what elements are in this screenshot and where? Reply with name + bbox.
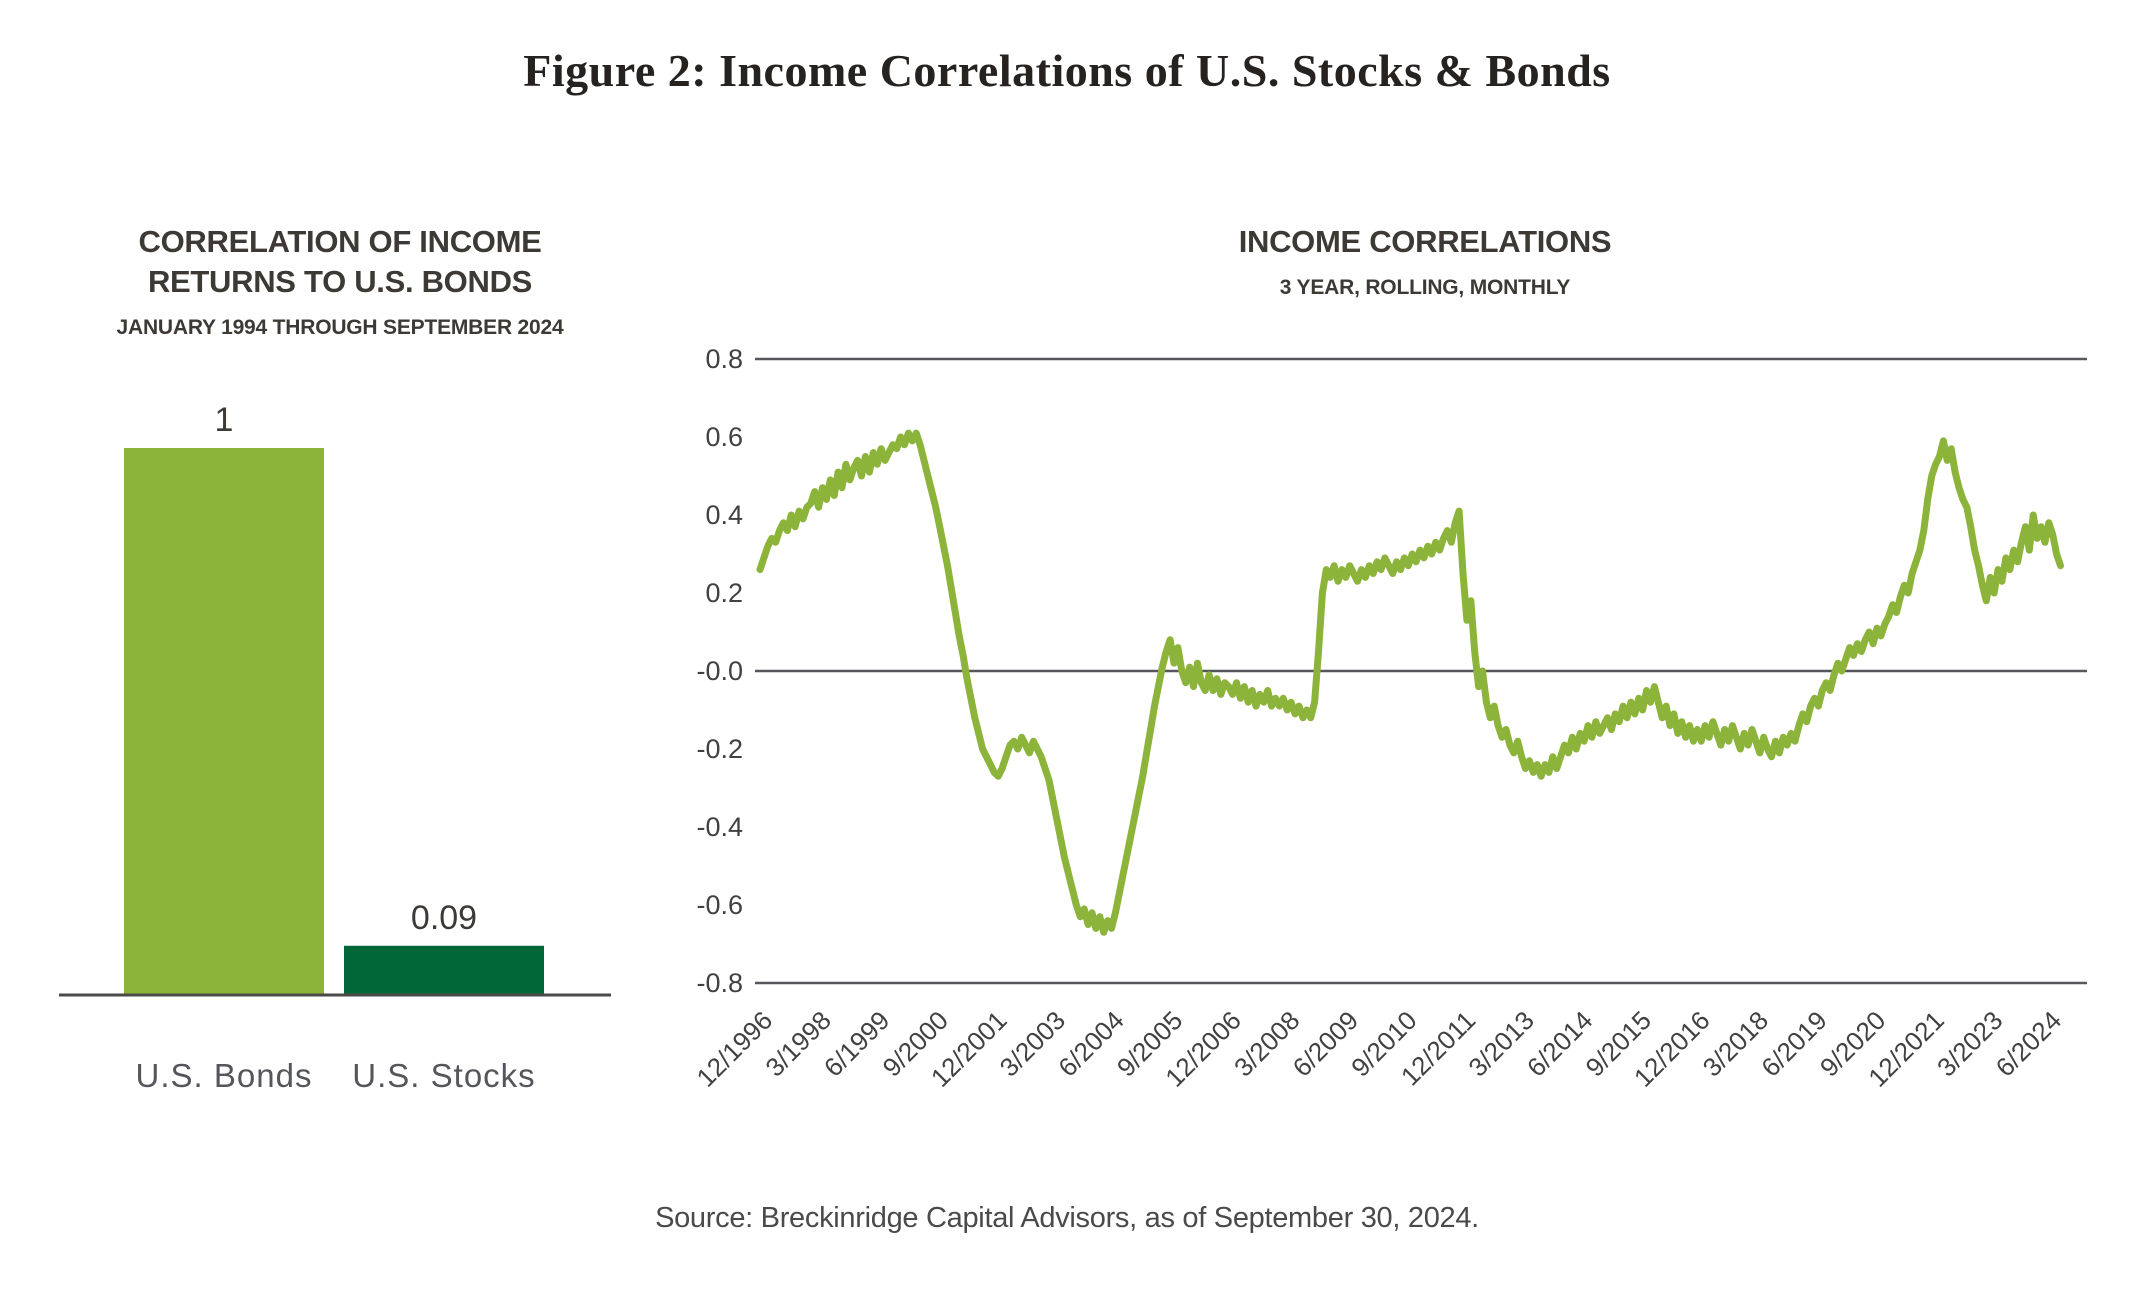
x-tick-label: 6/1999 [818, 1005, 895, 1082]
y-tick-label: 0.2 [705, 578, 743, 608]
y-tick-label: -0.8 [696, 968, 743, 998]
bar-chart-subtitle: JANUARY 1994 THROUGH SEPTEMBER 2024 [116, 316, 564, 339]
bar-chart-header: CORRELATION OF INCOME RETURNS TO U.S. BO… [30, 222, 650, 340]
y-tick-label: -0.0 [696, 656, 743, 686]
bar-category-label: U.S. Bonds [136, 1057, 313, 1094]
x-tick-label: 3/2003 [994, 1005, 1071, 1082]
bar-value-label: 0.09 [411, 899, 477, 937]
bar-u-s-stocks [344, 945, 544, 995]
x-tick-label: 6/2024 [1990, 1005, 2067, 1082]
x-tick-label: 3/2018 [1697, 1005, 1774, 1082]
y-tick-label: -0.2 [696, 734, 743, 764]
source-text: Source: Breckinridge Capital Advisors, a… [655, 1202, 1479, 1234]
y-tick-label: 0.8 [705, 344, 743, 374]
x-tick-label: 3/2023 [1931, 1005, 2008, 1082]
y-tick-label: -0.4 [696, 812, 743, 842]
x-tick-label: 6/2014 [1521, 1005, 1598, 1082]
bar-value-label: 1 [215, 401, 234, 439]
x-tick-label: 6/2004 [1052, 1005, 1129, 1082]
bar-u-s-bonds [124, 448, 324, 995]
bar-chart: 1 U.S. Bonds 0.09 U.S. Stocks [59, 401, 611, 1094]
x-tick-label: 3/2013 [1462, 1005, 1539, 1082]
y-tick-label: -0.6 [696, 890, 743, 920]
y-tick-label: 0.6 [705, 422, 743, 452]
line-chart-subtitle: 3 YEAR, ROLLING, MONTHLY [1279, 276, 1571, 299]
x-tick-label: 12/1996 [691, 1005, 779, 1093]
y-tick-label: 0.4 [705, 500, 743, 530]
x-tick-label: 3/1998 [759, 1005, 836, 1082]
line-chart-title: INCOME CORRELATIONS [1238, 224, 1612, 259]
line-chart-header: INCOME CORRELATIONS 3 YEAR, ROLLING, MON… [760, 222, 2090, 300]
x-tick-label: 3/2008 [1228, 1005, 1305, 1082]
bar-chart-title-line1: CORRELATION OF INCOME [138, 224, 542, 259]
figure-title: Figure 2: Income Correlations of U.S. St… [523, 45, 1611, 96]
x-tick-label: 6/2019 [1755, 1005, 1832, 1082]
bar-category-label: U.S. Stocks [352, 1057, 535, 1094]
bar-chart-title-line2: RETURNS TO U.S. BONDS [147, 264, 533, 299]
x-tick-label: 6/2009 [1287, 1005, 1364, 1082]
income-correlation-line [756, 429, 2064, 936]
line-chart: 0.80.60.40.2-0.0-0.2-0.4-0.6-0.812/19963… [691, 344, 2087, 1093]
